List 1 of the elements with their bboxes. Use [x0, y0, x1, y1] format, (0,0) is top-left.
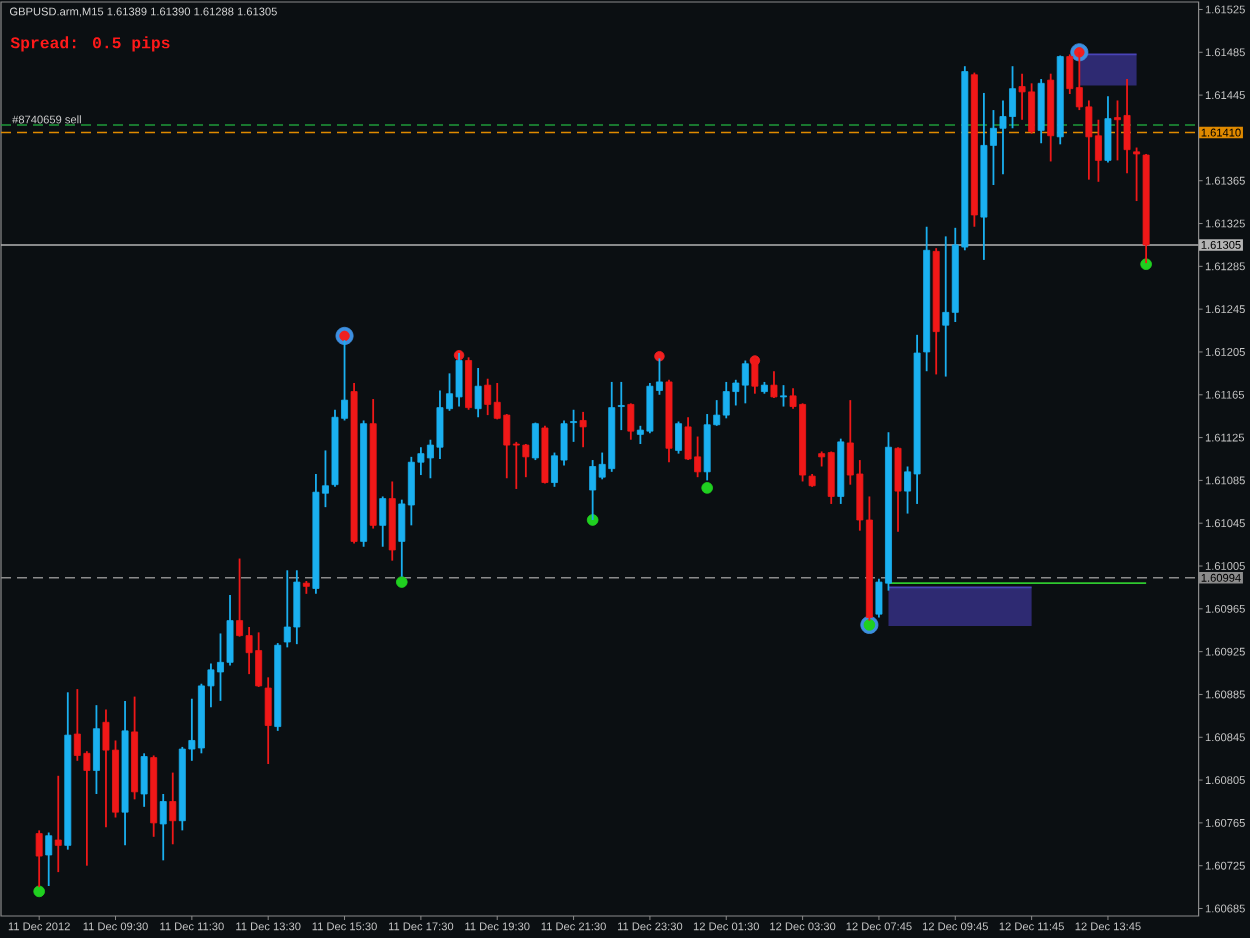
text: Spread: 0.5 pips — [10, 36, 170, 52]
